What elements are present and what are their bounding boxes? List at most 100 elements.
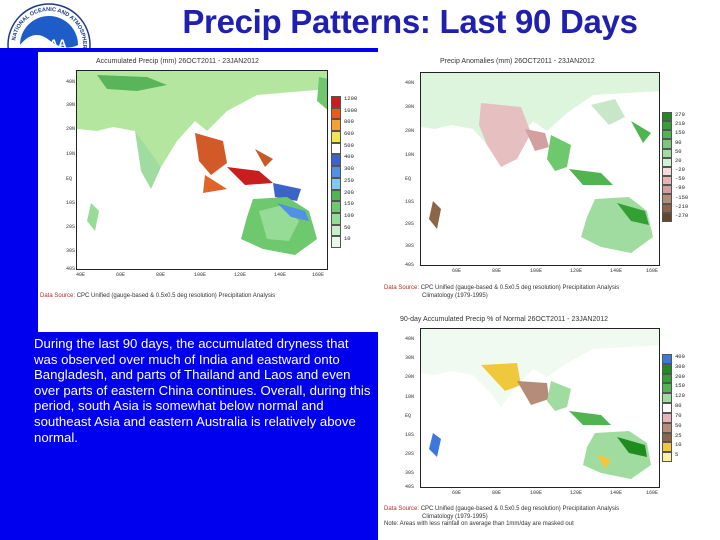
- colorbar-label: 250: [344, 176, 354, 184]
- colorbar-label: 300: [344, 165, 354, 173]
- colorbar-label: 150: [344, 200, 354, 208]
- map2-lon-tick: 100E: [530, 268, 543, 274]
- colorbar-label: 210: [675, 120, 685, 128]
- map2-lat-tick: EQ: [405, 176, 412, 182]
- colorbar-label: 600: [344, 130, 354, 138]
- map2-lat-tick: 10N: [405, 152, 415, 158]
- map3-landmass: [421, 329, 659, 479]
- map1-plot: [76, 70, 328, 270]
- summary-text: During the last 90 days, the accumulated…: [34, 336, 371, 445]
- colorbar-label: 120: [675, 392, 685, 400]
- map3-lat-tick: 30N: [405, 355, 415, 361]
- map3-lon-tick: 100E: [530, 490, 543, 496]
- map2-lat-tick: 30S: [405, 243, 415, 249]
- map1-caption: Data Source: CPC Unified (gauge-based & …: [40, 293, 275, 301]
- colorbar-label: 80: [675, 402, 682, 410]
- map3-caption-source: Data Source:: [384, 506, 420, 512]
- logo-text: NOAA: [31, 37, 67, 51]
- map3-lon-tick: 60E: [452, 490, 462, 496]
- colorbar-swatch: [331, 154, 341, 167]
- colorbar-swatch: [331, 177, 341, 190]
- colorbar-swatch: [662, 432, 672, 443]
- map3-caption: Data Source: CPC Unified (gauge-based & …: [384, 506, 619, 529]
- map1-lat-tick: 40S: [66, 266, 76, 272]
- colorbar-swatch: [662, 194, 672, 204]
- map1-caption-text: CPC Unified (gauge-based & 0.5x0.5 deg r…: [76, 293, 276, 299]
- map1-colorbar: [331, 96, 341, 248]
- colorbar-swatch: [662, 203, 672, 213]
- map2-lat-tick: 20N: [405, 128, 415, 134]
- colorbar-swatch: [662, 354, 672, 364]
- map1-lat-tick: 40N: [66, 79, 76, 85]
- colorbar-label: 50: [344, 223, 351, 231]
- colorbar-label: 90: [675, 138, 682, 146]
- colorbar-swatch: [662, 112, 672, 122]
- colorbar-swatch: [331, 166, 341, 178]
- map2-lon-tick: 60E: [452, 268, 462, 274]
- map3-lat-tick: 20N: [405, 374, 415, 380]
- colorbar-label: 50: [675, 421, 682, 429]
- colorbar-swatch: [662, 157, 672, 167]
- map3-lat-tick: 20S: [405, 451, 415, 457]
- colorbar-label: 25: [675, 431, 682, 439]
- colorbar-label: -150: [675, 193, 689, 201]
- colorbar-label: 150: [675, 129, 685, 137]
- colorbar-swatch: [662, 185, 672, 195]
- colorbar-swatch: [662, 363, 672, 374]
- map1-landmass: [77, 71, 327, 255]
- map1-lon-tick: 160E: [312, 272, 325, 278]
- map1-lon-tick: 60E: [116, 272, 126, 278]
- colorbar-label: 50: [675, 147, 682, 155]
- colorbar-label: 5: [675, 451, 679, 459]
- map3-lon-tick: 120E: [570, 490, 583, 496]
- colorbar-label: 1200: [344, 95, 358, 102]
- colorbar-label: 270: [675, 111, 685, 118]
- colorbar-swatch: [331, 224, 341, 237]
- colorbar-swatch: [662, 373, 672, 384]
- colorbar-label: 300: [675, 362, 685, 370]
- colorbar-label: 1000: [344, 106, 358, 114]
- colorbar-label: 20: [675, 156, 682, 164]
- map2-lat-tick: 20S: [405, 221, 415, 227]
- colorbar-swatch: [662, 442, 672, 453]
- colorbar-swatch: [662, 166, 672, 177]
- map1-lat-tick: 30S: [66, 248, 76, 254]
- colorbar-label: 100: [344, 211, 354, 219]
- colorbar-swatch: [662, 412, 672, 423]
- map1-lon-tick: 140E: [274, 272, 287, 278]
- colorbar-swatch: [662, 452, 672, 462]
- map3-caption-climatology: Climatology (1979-1995): [422, 513, 488, 520]
- colorbar-swatch: [662, 422, 672, 433]
- map3-lon-tick: 140E: [610, 490, 623, 496]
- colorbar-label: 500: [344, 141, 354, 149]
- colorbar-label: 200: [344, 188, 354, 196]
- map1-lon-tick: 120E: [234, 272, 247, 278]
- map1-lon-tick: 100E: [194, 272, 207, 278]
- map2-plot: [420, 72, 660, 266]
- colorbar-swatch: [331, 131, 341, 143]
- map1-lat-tick: EQ: [66, 176, 73, 182]
- colorbar-swatch: [331, 201, 341, 213]
- colorbar-label: 400: [344, 153, 354, 161]
- map3-lat-tick: 10S: [405, 432, 415, 438]
- map1-lon-tick: 40E: [76, 272, 86, 278]
- slide-title: Precip Patterns: Last 90 Days: [182, 3, 638, 40]
- colorbar-swatch: [662, 176, 672, 186]
- map3-lon-tick: 80E: [492, 490, 502, 496]
- colorbar-swatch: [331, 142, 341, 155]
- colorbar-swatch: [662, 212, 672, 222]
- map3-caption-note: Note: Areas with less rainfall on averag…: [384, 521, 574, 527]
- colorbar-swatch: [662, 121, 672, 131]
- map3-colorbar: [662, 354, 672, 462]
- map3-lon-tick: 160E: [646, 490, 659, 496]
- colorbar-swatch: [331, 189, 341, 202]
- map2-caption-source: Data Source:: [384, 285, 420, 291]
- map2-lon-tick: 140E: [610, 268, 623, 274]
- map1-lat-tick: 10S: [66, 200, 76, 206]
- map1-lat-tick: 20S: [66, 224, 76, 230]
- colorbar-label: 70: [675, 411, 682, 419]
- map3-lat-tick: 40N: [405, 336, 415, 342]
- map1-title: Accumulated Precip (mm) 26OCT2011 - 23JA…: [96, 58, 259, 65]
- map1-lat-tick: 10N: [66, 151, 76, 157]
- colorbar-swatch: [331, 236, 341, 248]
